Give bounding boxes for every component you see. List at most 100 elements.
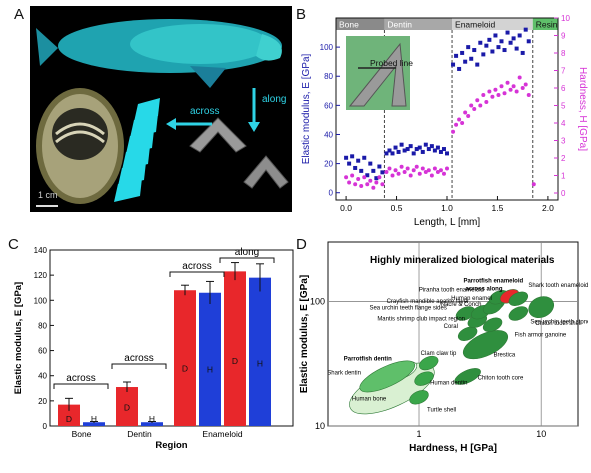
material-label: Sea urchin teeth stone [530,320,588,326]
annotation-bracket [111,363,167,369]
data-point-E [460,50,465,55]
y-right-tick-label: 9 [561,32,566,41]
region-label: Enameloid [455,20,495,30]
data-point-E [511,36,516,41]
group-label: Enameloid [202,429,242,439]
panel-letter-b: B [296,6,307,23]
along-label: along [262,94,287,105]
data-point-H [472,107,477,111]
data-point-H [463,110,468,115]
data-point-H [420,166,425,171]
group-label: Bone [72,429,92,439]
region-band-enameloid [452,18,533,30]
data-point-H [359,184,364,188]
data-point-E [484,43,489,48]
bar-letter-label: H [149,414,155,424]
data-point-E [387,148,392,153]
annotation-label: across [182,261,211,272]
data-point-E [365,173,370,178]
data-point-E [451,62,456,67]
bar-dentin-H [141,422,163,426]
panel-letter-a: A [14,6,25,23]
data-point-H [429,173,434,178]
data-point-E [374,176,379,181]
y-tick-label: 40 [38,372,47,381]
y-right-axis-label: Hardness, H [GPa] [577,67,588,151]
data-point-H [399,164,404,169]
data-point-E [478,40,483,45]
data-point-E [523,27,528,32]
data-point-H [390,173,395,178]
data-point-H [387,166,392,171]
y-tick-label: 140 [34,246,48,255]
x-tick-label: 0.0 [340,203,352,213]
data-point-H [438,168,443,173]
data-point-E [438,149,443,154]
material-ellipse [508,306,529,321]
bar-enameloid-D [224,271,246,426]
data-point-E [481,52,486,57]
y-right-tick-label: 3 [561,137,566,146]
y-left-tick-label: 100 [320,43,334,52]
y-right-tick-label: 4 [561,119,566,128]
bar-dentin-D [116,387,138,426]
data-point-H [499,84,504,89]
bar-enameloid-D [174,290,196,426]
data-point-E [399,142,404,147]
data-point-H [445,166,449,171]
material-label: Parrotfish enameloid [463,278,523,284]
material-label: Clam claw tip [421,351,457,357]
region-label: Resin [536,20,558,30]
data-point-E [493,33,498,38]
y-left-axis-label: Elastic modulus, E [GPa] [301,53,312,164]
data-point-H [368,178,373,183]
y-right-tick-label: 8 [561,49,566,58]
data-point-E [371,168,376,173]
x-axis-label: Hardness, H [GPa] [409,443,497,454]
y-tick-label: 100 [310,296,325,306]
data-point-H [396,171,401,176]
data-point-E [402,148,407,153]
material-ellipse [482,317,503,332]
data-point-E [405,147,410,152]
y-right-tick-label: 1 [561,172,566,181]
material-ellipse [418,355,439,371]
region-band-resin [532,18,558,30]
data-point-E [344,155,349,160]
y-right-tick-label: 0 [561,189,566,198]
data-point-E [463,59,468,64]
bar-letter-label: D [66,414,72,424]
data-point-H [517,75,522,80]
parrotfish-illustration [36,19,289,207]
inset-label: Probed line [370,58,413,68]
data-point-H [502,91,507,96]
data-point-H [350,173,355,178]
material-label: Chiton tooth shell [535,321,581,327]
material-label: Coral [444,324,458,330]
material-label: Chiton tooth core [478,375,524,381]
bar-letter-label: H [91,414,97,424]
y-left-tick-label: 60 [324,101,333,110]
panel-a-photo: across along 1 cm [30,6,292,212]
data-point-E [432,148,437,153]
data-point-E [377,164,382,169]
panel-letter-d: D [296,236,307,253]
material-ellipse [414,371,434,386]
material-label: Shark dentin [327,370,361,376]
inset-tooth-shape [348,42,407,107]
bar-letter-label: D [182,364,188,374]
material-ellipse [454,368,481,385]
data-point-E [469,56,474,61]
data-point-H [475,98,480,103]
bar-bone-D [58,404,80,426]
data-point-H [347,180,352,185]
data-point-E [414,147,419,152]
probed-line-inset: Probed line [346,36,413,110]
x-tick-label: 1 [417,429,422,439]
data-point-E [466,45,471,50]
data-point-H [353,182,358,187]
y-tick-label: 120 [34,271,48,280]
material-label: Crayfish mandible apatite layer [387,299,469,305]
data-point-H [377,175,382,180]
y-tick-label: 10 [315,421,325,431]
